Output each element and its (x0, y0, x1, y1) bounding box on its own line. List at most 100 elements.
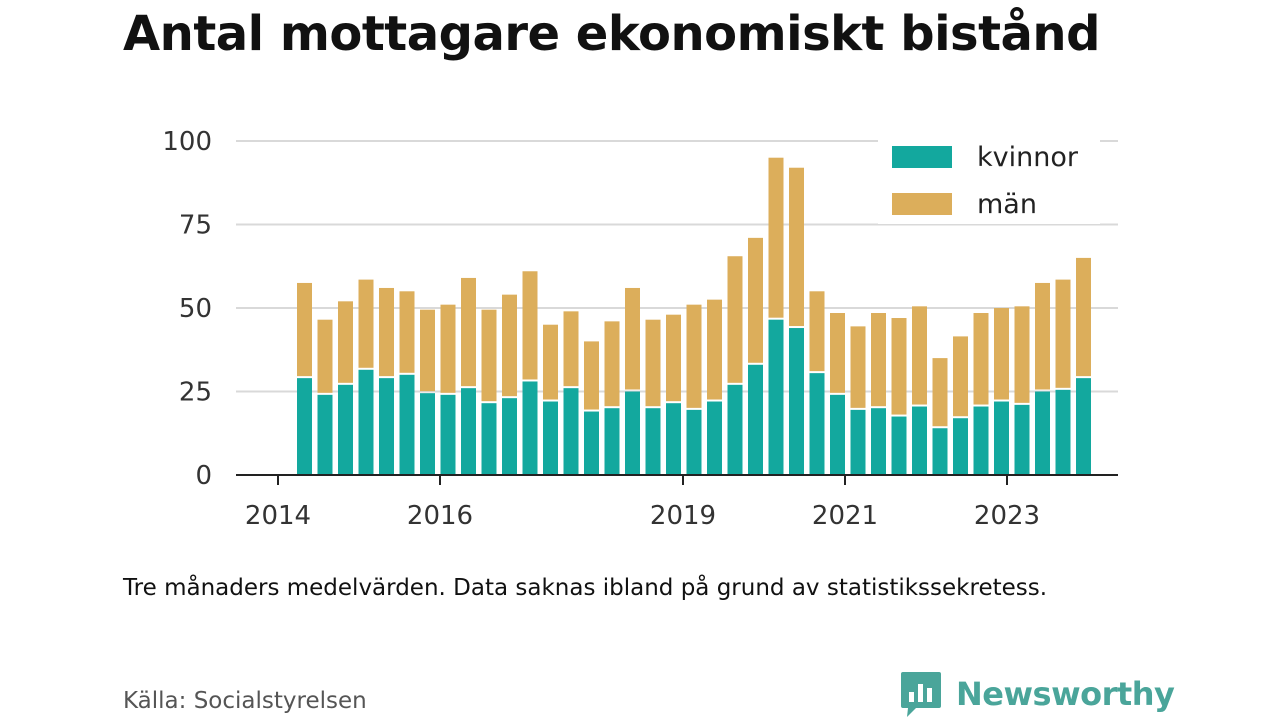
bar-kvinnor (809, 373, 825, 475)
bar-kvinnor (420, 393, 435, 475)
bar-kvinnor (932, 428, 948, 475)
bar-kvinnor (666, 403, 681, 475)
bar-kvinnor (338, 384, 353, 475)
bar-man (338, 301, 353, 383)
bar-man (789, 167, 804, 327)
y-tick-label: 0 (195, 461, 212, 491)
bar-kvinnor (584, 411, 599, 475)
legend-label: män (977, 189, 1037, 220)
y-tick-label: 100 (162, 127, 212, 157)
bar-man (994, 308, 1009, 400)
bar-man (1014, 306, 1030, 403)
bar-man (830, 313, 845, 393)
bar-kvinnor (830, 394, 845, 475)
bar-man (522, 271, 538, 380)
bar-man (461, 277, 476, 387)
bar-man (584, 341, 599, 410)
bar-man (912, 306, 927, 405)
bar-man (809, 291, 825, 372)
bar-kvinnor (625, 391, 640, 475)
bar-man (666, 314, 681, 402)
bar-kvinnor (891, 416, 907, 475)
y-tick-label: 75 (179, 211, 212, 241)
bar-kvinnor (768, 319, 784, 475)
bar-chart: 0 25 50 75 100 2014 2016 2019 2021 2023 kvinnor m… (162, 127, 1118, 531)
bar-man (707, 299, 722, 400)
y-axis-ticks: 0 25 50 75 100 (162, 127, 212, 491)
bar-man (1076, 257, 1091, 377)
bar-kvinnor (973, 406, 989, 475)
bar-man (768, 157, 784, 318)
bar-kvinnor (543, 401, 558, 475)
bar-kvinnor (789, 328, 804, 475)
source-credit: Källa: Socialstyrelsen (123, 688, 367, 714)
bar-man (932, 358, 948, 427)
bar-man (871, 313, 886, 407)
bar-man (645, 319, 661, 407)
bar-kvinnor (563, 388, 579, 475)
bars (297, 157, 1091, 475)
bar-kvinnor (317, 394, 333, 475)
bar-man (604, 321, 620, 407)
bar-kvinnor (399, 374, 415, 475)
bar-man (358, 279, 374, 368)
bar-kvinnor (440, 394, 456, 475)
bar-kvinnor (707, 401, 722, 475)
bar-kvinnor (953, 418, 968, 475)
x-tick-label: 2023 (974, 501, 1040, 531)
chart-note: Tre månaders medelvärden. Data saknas ib… (123, 575, 1048, 601)
bar-kvinnor (297, 378, 312, 475)
brand-logo[interactable]: Newsworthy (900, 670, 1175, 718)
bar-kvinnor (686, 409, 702, 475)
bar-man (1035, 282, 1050, 390)
bar-man (727, 256, 743, 383)
legend: kvinnor män (878, 132, 1100, 224)
x-tick-label: 2021 (812, 501, 878, 531)
bar-kvinnor (994, 401, 1009, 475)
bar-man (686, 304, 702, 408)
bar-man (399, 291, 415, 373)
x-axis-ticks: 2014 2016 2019 2021 2023 (245, 475, 1040, 531)
bar-kvinnor (522, 381, 538, 475)
bar-man (891, 318, 907, 415)
bar-kvinnor (1076, 378, 1091, 475)
bar-man (850, 326, 866, 408)
y-tick-label: 50 (179, 294, 212, 324)
bar-kvinnor (727, 384, 743, 475)
bar-kvinnor (1014, 404, 1030, 475)
x-tick-label: 2019 (650, 501, 716, 531)
bar-man (440, 304, 456, 393)
brand-name: Newsworthy (956, 675, 1175, 713)
bar-man (502, 294, 517, 397)
bar-kvinnor (461, 388, 476, 475)
bar-kvinnor (871, 408, 886, 475)
x-tick-label: 2016 (407, 501, 473, 531)
bar-kvinnor (645, 408, 661, 475)
bar-kvinnor (481, 403, 497, 475)
bar-man (1055, 279, 1071, 388)
bar-man (973, 313, 989, 405)
newsworthy-logo-icon (901, 672, 941, 717)
bar-kvinnor (912, 406, 927, 475)
x-tick-label: 2014 (245, 501, 311, 531)
bar-man (563, 311, 579, 387)
bar-kvinnor (358, 369, 374, 475)
bar-kvinnor (748, 364, 763, 475)
bar-kvinnor (1035, 391, 1050, 475)
chart-title: Antal mottagare ekonomiskt bistånd (123, 6, 1100, 62)
y-tick-label: 25 (179, 378, 212, 408)
bar-man (481, 309, 497, 402)
bar-man (953, 336, 968, 417)
bar-man (625, 287, 640, 390)
bar-man (543, 324, 558, 400)
bar-kvinnor (1055, 389, 1071, 475)
bar-kvinnor (502, 398, 517, 475)
bar-kvinnor (379, 378, 394, 475)
legend-swatch-kvinnor (892, 146, 952, 168)
bar-man (748, 237, 763, 363)
bar-kvinnor (604, 408, 620, 475)
bar-kvinnor (850, 409, 866, 475)
legend-swatch-man (892, 193, 952, 215)
bar-man (379, 287, 394, 377)
bar-man (420, 309, 435, 392)
